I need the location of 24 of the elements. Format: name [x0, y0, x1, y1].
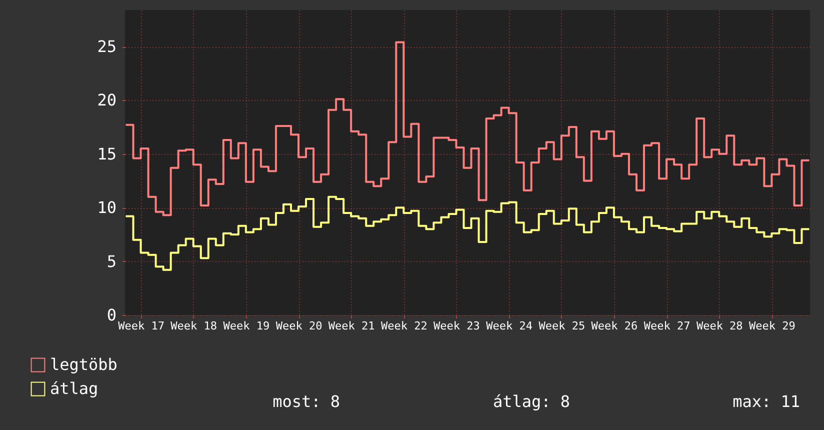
x-tick-label: Week 24 [486, 320, 533, 332]
text: max: 11 [732, 392, 800, 411]
x-tick-label: Week 29 [749, 320, 796, 332]
x-tick-label: Week 22 [380, 320, 428, 332]
legend-label: legtöbb [50, 355, 118, 374]
x-tick-label: Week 19 [223, 320, 270, 332]
y-tick-label: 0 [106, 306, 116, 324]
x-tick-label: Week 20 [276, 320, 322, 332]
x-tick-label: Week 21 [328, 320, 375, 332]
y-tick-label: 5 [106, 252, 116, 271]
y-tick-label: 15 [97, 144, 116, 164]
x-tick-label: Week 17 [118, 320, 164, 332]
x-tick-label: Week 25 [538, 320, 586, 332]
x-tick-label: Week 18 [170, 320, 218, 332]
legend-label: átlag [50, 379, 98, 398]
text: átlag: 8 [492, 392, 570, 411]
x-tick-label: Week 28 [696, 320, 743, 332]
x-tick-label: Week 27 [644, 320, 690, 332]
x-tick-label: Week 26 [591, 320, 638, 332]
y-tick-label: 10 [97, 198, 116, 218]
text: most: 8 [272, 392, 340, 411]
y-tick-label: 20 [97, 90, 116, 110]
y-tick-label: 25 [97, 37, 116, 56]
x-tick-label: Week 23 [434, 320, 480, 332]
